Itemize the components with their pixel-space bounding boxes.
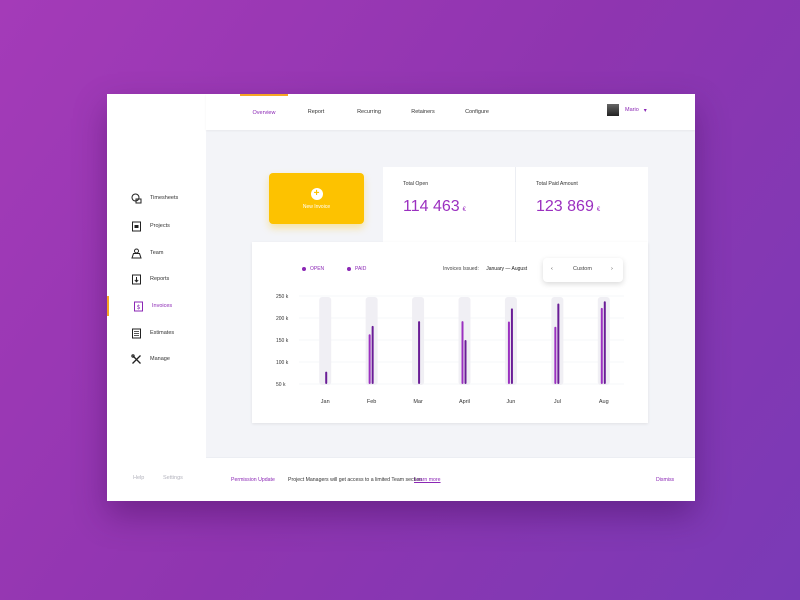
invoices-bar-chart: 250 k 200 k 150 k 100 k 50 k Jan Feb Mar April Ju… xyxy=(276,294,624,405)
tab-report[interactable]: Report xyxy=(307,109,325,115)
bar-paid xyxy=(371,325,374,384)
help-link[interactable]: Help xyxy=(133,475,145,481)
sidebar: Timesheets Projects Team Reports $ Invoi… xyxy=(107,94,206,501)
invoices-issued-label: Invoices Issued: xyxy=(443,266,479,272)
y-tick-label: 250 k xyxy=(276,294,289,300)
x-tick-label: Aug xyxy=(599,399,609,405)
bar-paid xyxy=(464,340,467,384)
legend-dot xyxy=(347,267,351,271)
sidebar-item-label: Reports xyxy=(150,276,170,282)
total-paid-label: Total Paid Amount xyxy=(536,181,578,187)
total-open-stat: Total Open 114 463 € xyxy=(383,167,515,242)
app-window: Timesheets Projects Team Reports $ Invoi… xyxy=(107,94,695,501)
dismiss-button[interactable]: Dismiss xyxy=(656,477,675,483)
currency-symbol: € xyxy=(596,207,601,213)
period-label: Custom xyxy=(573,266,592,272)
x-tick-label: Jul xyxy=(554,399,561,405)
user-menu[interactable]: Mario ▾ xyxy=(607,104,647,116)
invoices-chart-card: 250 k 200 k 150 k 100 k 50 k Jan Feb Mar April Ju… xyxy=(252,242,648,423)
legend-open-label: OPEN xyxy=(310,266,325,272)
manage-icon xyxy=(131,353,141,364)
notification-bar: Permission Update Project Managers will … xyxy=(206,457,695,501)
stats-card: Total Open 114 463 € Total Paid Amount 12… xyxy=(383,167,648,242)
user-name: Mario xyxy=(625,107,639,113)
sidebar-item-estimates[interactable]: Estimates xyxy=(107,323,206,343)
total-open-label: Total Open xyxy=(403,181,429,187)
legend-paid[interactable]: PAID xyxy=(347,266,366,272)
sidebar-item-invoices[interactable]: $ Invoices xyxy=(107,296,206,316)
legend-paid-label: PAID xyxy=(355,266,367,272)
tab-configure[interactable]: Configure xyxy=(465,109,489,115)
bar-paid xyxy=(603,301,606,384)
y-tick-label: 200 k xyxy=(276,316,289,322)
svg-text:$: $ xyxy=(137,304,141,311)
currency-symbol: € xyxy=(462,207,466,213)
invoice-icon: $ xyxy=(134,301,143,311)
tab-retainers[interactable]: Retainers xyxy=(411,109,435,115)
bar-track xyxy=(412,297,425,385)
bar-track xyxy=(319,297,332,385)
settings-link[interactable]: Settings xyxy=(163,475,183,481)
x-tick-label: Jun xyxy=(506,399,515,405)
tab-overview[interactable]: Overview xyxy=(240,94,288,130)
tab-recurring[interactable]: Recurring xyxy=(357,109,381,115)
sidebar-item-label: Projects xyxy=(150,223,170,229)
x-tick-label: Feb xyxy=(367,399,376,405)
period-selector: ‹ Custom › xyxy=(543,258,623,282)
total-paid-stat: Total Paid Amount 123 869 € xyxy=(516,167,648,242)
bar-paid xyxy=(557,303,560,384)
legend-dot xyxy=(302,267,306,271)
bar-paid xyxy=(418,321,421,384)
estimates-icon xyxy=(132,328,141,338)
bar-open xyxy=(368,334,371,384)
bar-track xyxy=(365,297,378,385)
total-paid-value: 123 869 xyxy=(536,198,594,215)
new-invoice-button[interactable]: + New Invoice xyxy=(269,173,364,224)
reports-icon xyxy=(132,274,141,284)
avatar xyxy=(607,104,619,116)
bar-open xyxy=(600,307,603,384)
sidebar-item-label: Team xyxy=(150,250,164,256)
sidebar-item-timesheets[interactable]: Timesheets xyxy=(107,188,206,208)
y-tick-label: 150 k xyxy=(276,338,289,344)
projects-icon xyxy=(132,221,141,231)
sidebar-item-label: Invoices xyxy=(152,303,173,309)
sidebar-item-manage[interactable]: Manage xyxy=(107,349,206,369)
top-nav: Overview Report Recurring Retainers Conf… xyxy=(206,94,695,130)
bar-open xyxy=(461,321,464,384)
x-tick-label: April xyxy=(459,399,470,405)
invoices-issued-range: January — August xyxy=(486,266,528,272)
y-tick-label: 50 k xyxy=(276,382,286,388)
sidebar-item-reports[interactable]: Reports xyxy=(107,269,206,289)
sidebar-item-label: Timesheets xyxy=(150,195,179,201)
chevron-down-icon: ▾ xyxy=(643,107,647,114)
y-tick-label: 100 k xyxy=(276,360,289,366)
new-invoice-label: New Invoice xyxy=(302,204,331,210)
sidebar-item-label: Manage xyxy=(150,356,170,362)
plus-icon: + xyxy=(310,188,323,200)
team-icon xyxy=(131,248,142,258)
sidebar-item-projects[interactable]: Projects xyxy=(107,216,206,236)
bar-paid xyxy=(325,371,328,384)
bar-paid xyxy=(510,308,513,384)
sidebar-item-label: Estimates xyxy=(150,330,175,336)
chevron-right-icon[interactable]: › xyxy=(611,266,613,272)
x-tick-label: Jan xyxy=(321,399,330,405)
learn-more-link[interactable]: Learn more xyxy=(414,477,441,483)
x-tick-label: Mar xyxy=(413,399,423,405)
invoices-issued: Invoices Issued: January — August xyxy=(443,266,527,272)
sidebar-item-team[interactable]: Team xyxy=(107,243,206,263)
chevron-left-icon[interactable]: ‹ xyxy=(551,266,553,272)
notification-title: Permission Update xyxy=(231,477,275,483)
bar-open xyxy=(507,321,510,384)
total-open-value: 114 463 xyxy=(403,198,460,215)
notification-message: Project Managers will get access to a li… xyxy=(288,477,422,483)
bar-open xyxy=(554,326,557,384)
divider xyxy=(515,167,516,242)
timesheet-icon xyxy=(131,193,142,203)
legend-open[interactable]: OPEN xyxy=(302,266,324,272)
